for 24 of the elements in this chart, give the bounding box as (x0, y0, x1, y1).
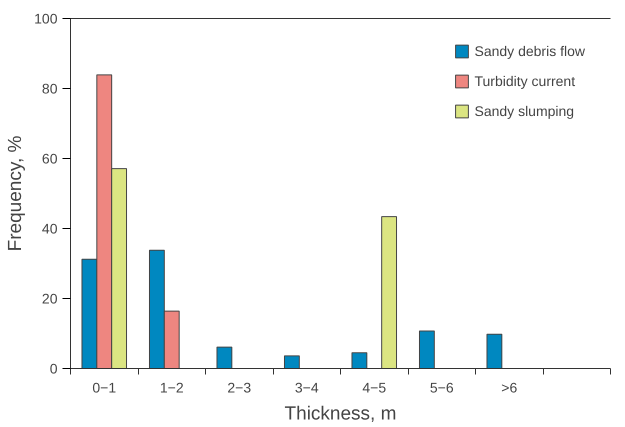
y-tick-label: 20 (42, 290, 58, 306)
y-tick-label: 100 (34, 10, 58, 26)
y-tick-label: 0 (50, 360, 58, 376)
y-tick-label: 60 (42, 150, 58, 166)
x-tick-label: >6 (501, 380, 518, 396)
y-tick-label: 80 (42, 80, 58, 96)
legend-label: Sandy debris flow (474, 43, 585, 59)
bar (418, 330, 435, 368)
x-tick-label: 5−6 (430, 380, 454, 396)
x-tick-label: 0−1 (92, 380, 116, 396)
legend-label: Sandy slumping (474, 103, 574, 119)
bar (216, 346, 232, 368)
y-tick-label: 40 (42, 220, 58, 236)
legend-label: Turbidity current (474, 73, 576, 89)
bar (351, 352, 368, 368)
x-tick-label: 2−3 (227, 380, 252, 396)
x-tick-label: 1−2 (160, 380, 184, 396)
bar (486, 334, 502, 368)
x-tick-label: 3−4 (294, 380, 319, 396)
x-tick-label: 4−5 (362, 380, 386, 396)
x-axis-title: Thickness, m (284, 404, 396, 424)
y-axis-title: Frequency, % (5, 135, 26, 252)
bar (381, 216, 398, 368)
bar (284, 355, 300, 368)
